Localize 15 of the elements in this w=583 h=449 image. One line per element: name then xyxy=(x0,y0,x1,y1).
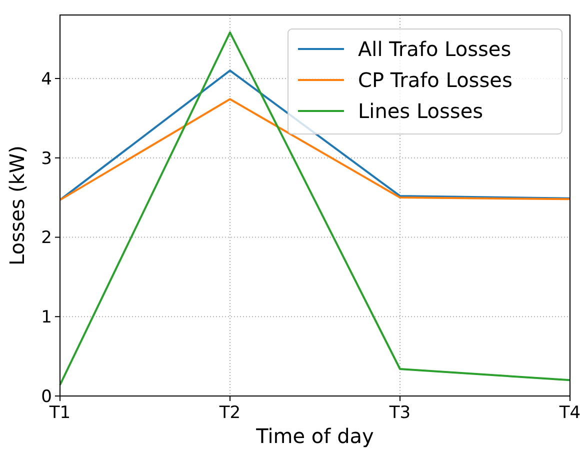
legend-label: Lines Losses xyxy=(358,99,484,123)
legend-label: All Trafo Losses xyxy=(358,37,512,61)
x-axis-title: Time of day xyxy=(255,424,374,448)
y-tick-label: 1 xyxy=(41,308,52,328)
y-tick-label: 2 xyxy=(41,228,52,248)
line-series xyxy=(59,70,571,201)
x-tick-label: T4 xyxy=(558,403,581,423)
y-axis-title: Losses (kW) xyxy=(5,146,29,266)
legend-label: CP Trafo Losses xyxy=(358,68,512,92)
line-series xyxy=(59,31,571,386)
y-tick-label: 3 xyxy=(41,148,52,169)
x-tick-label: T2 xyxy=(218,403,241,423)
x-tick-label: T3 xyxy=(388,403,411,423)
line-series xyxy=(59,98,571,201)
y-tick-label: 4 xyxy=(41,69,52,90)
